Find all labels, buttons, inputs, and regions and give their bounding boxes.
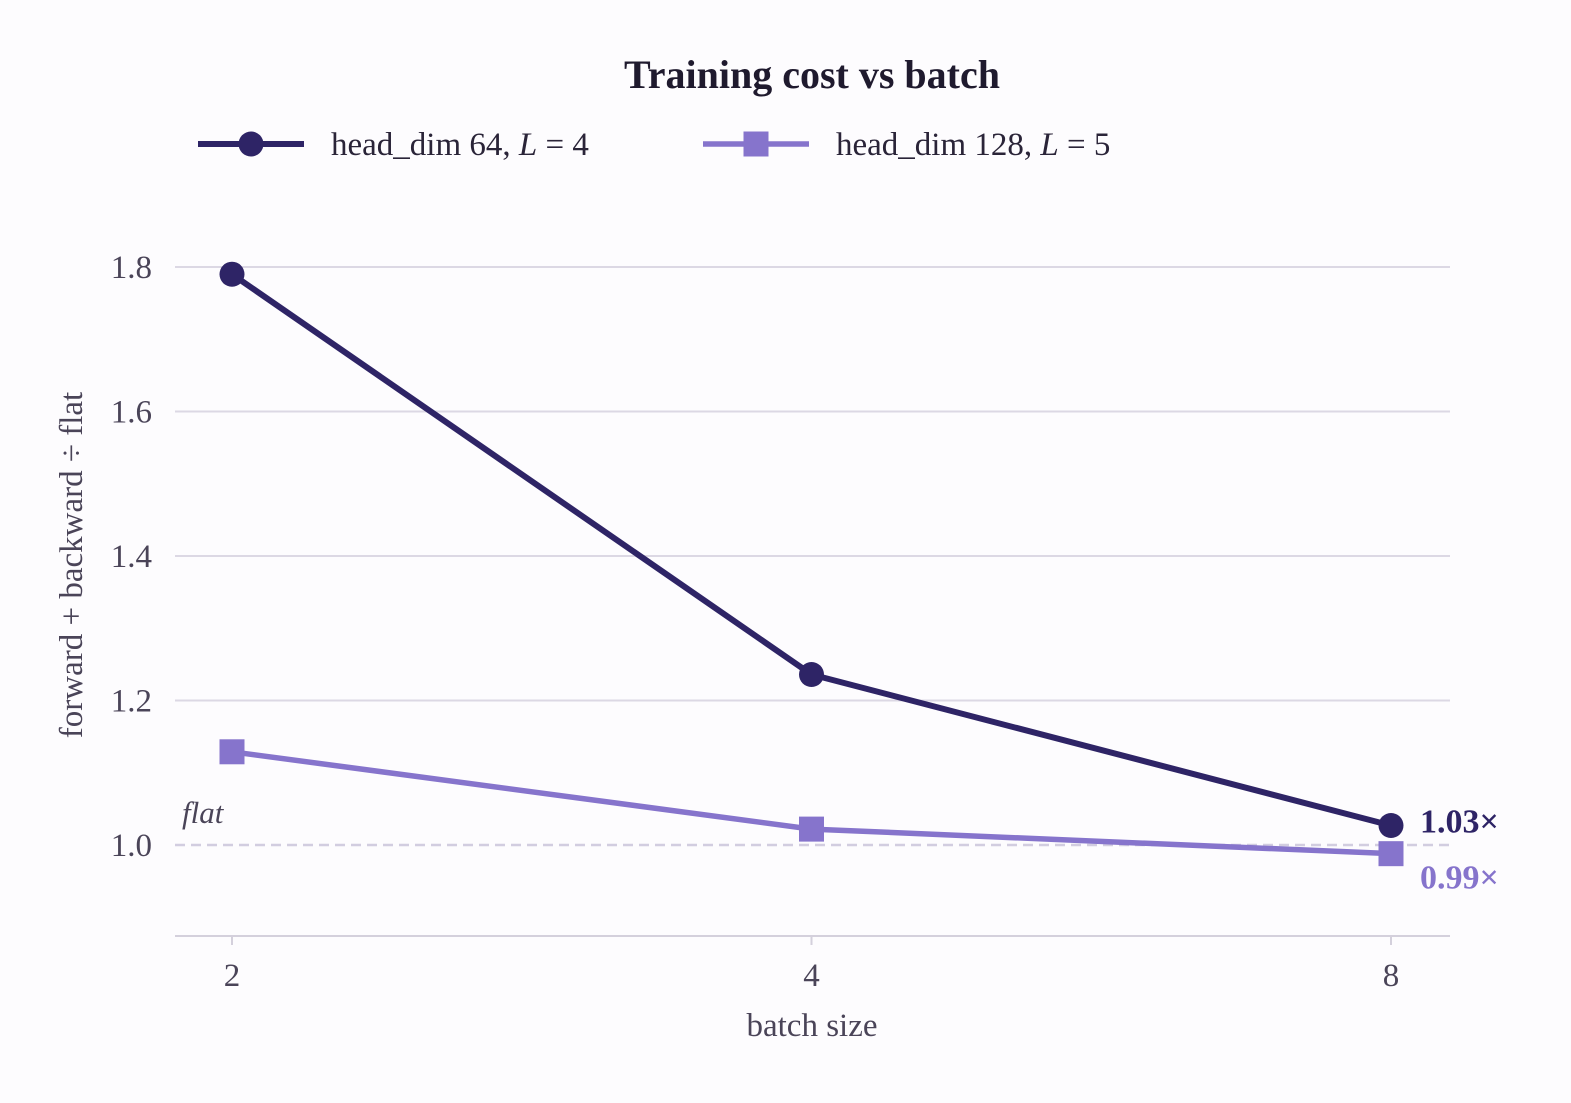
legend-item-2: head_dim 128, L = 5: [703, 127, 1110, 163]
legend: head_dim 64, L = 4 head_dim 128, L = 5: [198, 127, 1110, 163]
end-label: 0.99×: [1420, 860, 1499, 897]
x-tick-label: 2: [224, 958, 241, 994]
series-line: [229, 271, 1394, 829]
legend-label: head_dim 64, L = 4: [331, 127, 589, 163]
gridlines: [175, 266, 1450, 702]
x-tick-label: 4: [803, 958, 820, 994]
legend-item-1: head_dim 64, L = 4: [198, 127, 589, 163]
legend-label: head_dim 128, L = 5: [836, 127, 1110, 163]
data-point: [1378, 812, 1404, 838]
series-1: [219, 261, 1404, 838]
reference-line-label: flat: [182, 795, 225, 830]
y-axis-ticks: 1.0 1.2 1.4 1.6 1.8: [111, 250, 152, 864]
legend-marker: [238, 131, 264, 157]
chart-title: Training cost vs batch: [624, 52, 1000, 97]
data-point: [799, 816, 824, 842]
x-tick-label: 8: [1383, 958, 1400, 994]
series-2: [219, 739, 1404, 867]
x-axis-label: batch size: [746, 1008, 877, 1044]
y-axis-label: forward + backward ÷ flat: [54, 392, 90, 738]
series-group: [219, 261, 1404, 867]
data-point: [219, 261, 245, 287]
x-axis: 2 4 8: [175, 935, 1450, 994]
y-tick-label: 1.2: [111, 684, 152, 720]
data-point: [219, 739, 245, 765]
end-label: 1.03×: [1420, 803, 1499, 840]
legend-marker: [743, 131, 769, 157]
y-tick-label: 1.0: [111, 828, 152, 864]
data-point: [1378, 841, 1404, 867]
data-point: [799, 661, 824, 687]
y-tick-label: 1.6: [111, 395, 152, 431]
y-tick-label: 1.8: [111, 250, 152, 286]
y-tick-label: 1.4: [111, 539, 152, 575]
end-labels: 0.99× 1.03×: [1420, 803, 1499, 896]
